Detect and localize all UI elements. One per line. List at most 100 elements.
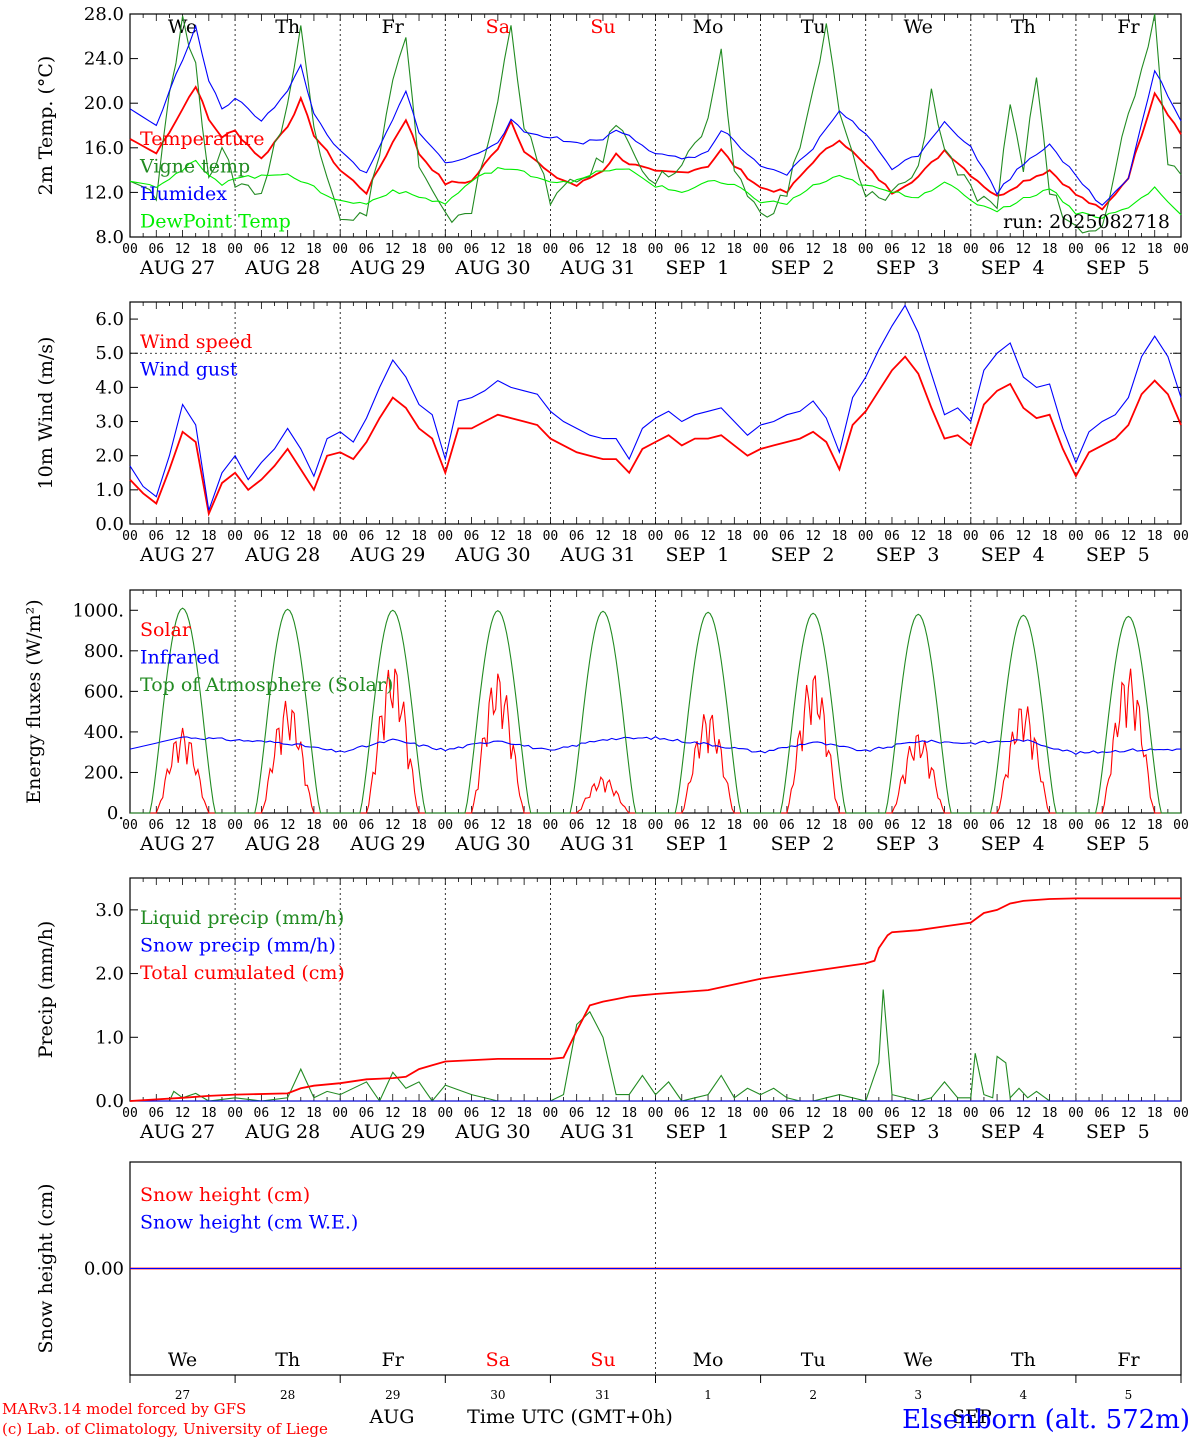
hour-tick-label: 12 [175, 818, 191, 833]
hour-tick-label: 12 [490, 242, 506, 257]
hour-tick-label: 18 [411, 242, 427, 257]
panel-4: 00 06 12 18 00 06 12 18 00 06 12 18 00 06 12 18 00 06 12 18… [35, 877, 1189, 1143]
hour-tick-label: 00 [543, 242, 559, 257]
date-label: SEP 1 [666, 833, 730, 855]
hour-tick-label: 06 [779, 818, 795, 833]
hour-tick-label: 12 [595, 1106, 611, 1121]
date-label: SEP 5 [1086, 257, 1150, 279]
hour-tick-label: 00 [332, 818, 348, 833]
date-label: AUG 29 [349, 257, 425, 279]
hour-tick-label: 12 [910, 529, 926, 544]
legend-entry: Solar [140, 619, 192, 641]
hour-tick-label: 00 [227, 1106, 243, 1121]
hour-tick-label: 00 [753, 242, 769, 257]
hour-tick-label: 12 [385, 818, 401, 833]
hour-tick-label: 18 [411, 529, 427, 544]
hour-tick-label: 00 [227, 242, 243, 257]
hour-tick-label: 18 [726, 529, 742, 544]
hour-tick-label: 00 [963, 818, 979, 833]
y-tick-label: 24.0 [84, 49, 124, 70]
hour-tick-label: 18 [621, 818, 637, 833]
hour-tick-label: 06 [148, 529, 164, 544]
series-line-liquid-precip-mm-h- [130, 989, 1181, 1103]
hour-tick-label: 00 [332, 529, 348, 544]
hour-tick-label: 06 [884, 242, 900, 257]
legend-entry: Snow height (cm W.E.) [140, 1212, 358, 1234]
series-line-vigne-temp [129, 13, 1182, 234]
date-label: AUG 27 [139, 1121, 215, 1143]
weekday-label: Tu [801, 1349, 826, 1371]
hour-tick-label: 18 [937, 818, 953, 833]
date-label: SEP 2 [771, 1121, 835, 1143]
date-label: SEP 5 [1086, 1121, 1150, 1143]
date-label: SEP 3 [876, 833, 940, 855]
hour-tick-label: 18 [832, 529, 848, 544]
weekday-label: Mo [693, 16, 724, 38]
legend-entry: Wind speed [140, 331, 252, 353]
hour-tick-label: 18 [516, 242, 532, 257]
hour-tick-label: 18 [516, 529, 532, 544]
day-number-label: 2 [809, 1388, 817, 1402]
series-line-temperature [129, 85, 1182, 211]
weekday-label: Su [590, 1349, 615, 1371]
hour-tick-label: 12 [280, 1106, 296, 1121]
day-number-label: 27 [175, 1388, 190, 1402]
time-axis-label: Time UTC (GMT+0h) [467, 1406, 673, 1428]
hour-tick-label: 18 [937, 242, 953, 257]
hour-tick-label: 18 [937, 529, 953, 544]
hour-tick-label: 00 [122, 818, 138, 833]
hour-tick-label: 18 [1147, 818, 1163, 833]
hour-tick-label: 18 [832, 242, 848, 257]
hour-tick-label: 00 [963, 1106, 979, 1121]
weekday-label: Su [590, 16, 615, 38]
date-label: AUG 28 [244, 1121, 320, 1143]
hour-tick-label: 06 [989, 818, 1005, 833]
legend-entry: Temperature [140, 128, 264, 150]
hour-tick-label: 18 [201, 1106, 217, 1121]
y-tick-label: 16.0 [84, 138, 124, 159]
hour-tick-label: 06 [148, 242, 164, 257]
hour-tick-label: 06 [569, 242, 585, 257]
hour-tick-label: 18 [1147, 242, 1163, 257]
hour-tick-label: 18 [1042, 1106, 1058, 1121]
date-label: SEP 1 [666, 1121, 730, 1143]
hour-tick-label: 18 [937, 1106, 953, 1121]
date-label: SEP 3 [876, 257, 940, 279]
date-label: SEP 4 [981, 257, 1045, 279]
hour-tick-label: 06 [359, 818, 375, 833]
hour-tick-label: 00 [648, 242, 664, 257]
legend-entry: DewPoint Temp [140, 211, 291, 233]
series-line-humidex [129, 24, 1182, 206]
y-tick-label: 1.0 [95, 1027, 124, 1048]
y-tick-label: 5.0 [95, 343, 124, 364]
hour-tick-label: 18 [201, 818, 217, 833]
hour-tick-label: 12 [175, 1106, 191, 1121]
y-axis-label: Precip (mm/h) [35, 921, 57, 1059]
hour-tick-label: 06 [1094, 242, 1110, 257]
hour-tick-label: 12 [490, 818, 506, 833]
hour-tick-label: 18 [411, 818, 427, 833]
series-line-dewpoint-temp [129, 159, 1182, 219]
day-number-label: 1 [704, 1388, 712, 1402]
hour-tick-label: 06 [254, 529, 270, 544]
legend-entry: Total cumulated (cm) [140, 962, 345, 984]
y-tick-label: 3.0 [95, 900, 124, 921]
hour-tick-label: 18 [1042, 242, 1058, 257]
hour-tick-label: 06 [884, 529, 900, 544]
hour-tick-label: 06 [148, 818, 164, 833]
hour-tick-label: 00 [1173, 242, 1189, 257]
hour-tick-label: 12 [805, 529, 821, 544]
y-tick-label: 3.0 [95, 412, 124, 433]
hour-tick-label: 00 [332, 242, 348, 257]
hour-tick-label: 06 [989, 242, 1005, 257]
hour-tick-label: 00 [963, 242, 979, 257]
date-label: AUG 31 [559, 544, 635, 566]
hour-tick-label: 12 [595, 818, 611, 833]
date-label: AUG 28 [244, 544, 320, 566]
y-tick-label: 2.0 [95, 446, 124, 467]
hour-tick-label: 12 [805, 242, 821, 257]
day-number-label: 29 [385, 1388, 400, 1402]
legend-entry: Infrared [140, 647, 220, 669]
hour-tick-label: 18 [832, 1106, 848, 1121]
hour-tick-label: 06 [569, 529, 585, 544]
